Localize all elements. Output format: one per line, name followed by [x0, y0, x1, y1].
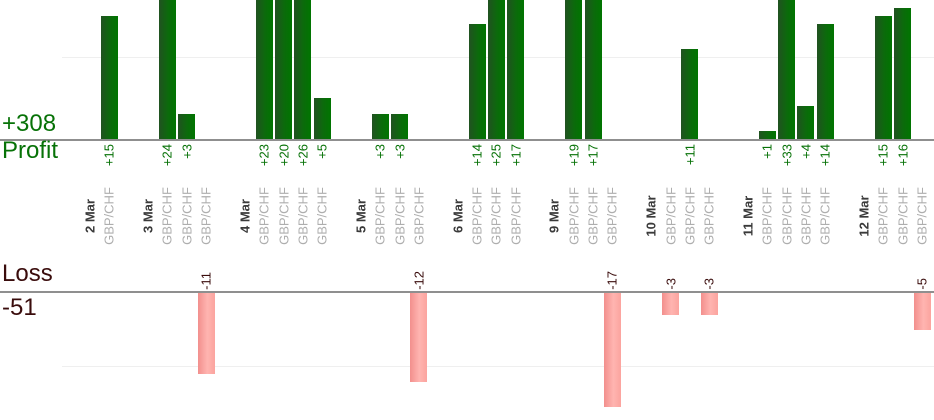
profit-bar — [778, 0, 796, 139]
symbol-label: GBP/CHF — [469, 187, 485, 245]
profit-bar — [681, 48, 699, 139]
symbol-label: GBP/CHF — [508, 187, 524, 245]
symbol-label: GBP/CHF — [179, 187, 195, 245]
profit-bar — [758, 130, 776, 139]
symbol-label: GBP/CHF — [663, 187, 678, 245]
trade-value-label: +15 — [101, 144, 117, 167]
trade-value-label: +33 — [779, 144, 795, 167]
trade-value-label: +25 — [488, 144, 504, 167]
symbol-label: GBP/CHF — [256, 187, 272, 245]
profit-bar — [894, 7, 912, 139]
symbol-label: GBP/CHF — [914, 187, 930, 245]
date-label: 5 Mar — [353, 199, 369, 233]
profit-bar — [158, 0, 176, 139]
symbol-label: GBP/CHF — [411, 187, 427, 245]
symbol-label: GBP/CHF — [798, 187, 814, 245]
date-label: 4 Mar — [237, 199, 253, 233]
symbol-label: GBP/CHF — [604, 187, 620, 245]
date-label: 11 Mar — [740, 195, 756, 237]
trade-value-label: +1 — [759, 144, 775, 159]
symbol-label: GBP/CHF — [566, 187, 582, 245]
trade-value-label: +15 — [875, 144, 891, 167]
date-label: 12 Mar — [856, 195, 872, 237]
symbol-label: GBP/CHF — [875, 187, 891, 245]
profit-bar — [816, 24, 834, 139]
trade-value-label: +20 — [276, 144, 291, 167]
symbol-label: GBP/CHF — [895, 187, 911, 245]
loss-axis-label: Loss — [2, 260, 53, 287]
symbol-label: GBP/CHF — [779, 187, 795, 245]
profit-bar — [294, 0, 312, 139]
profit-bar — [100, 16, 118, 139]
trade-value-label: -17 — [604, 271, 620, 290]
symbol-label: GBP/CHF — [101, 187, 117, 245]
symbol-label: GBP/CHF — [682, 187, 698, 245]
trade-value-label: -3 — [663, 278, 678, 290]
symbol-label: GBP/CHF — [701, 187, 717, 245]
trade-value-label: -5 — [914, 278, 930, 290]
symbol-label: GBP/CHF — [295, 187, 311, 245]
profit-axis-line — [0, 139, 934, 141]
date-label: 9 Mar — [546, 199, 562, 233]
trade-value-label: +5 — [314, 144, 330, 159]
trade-value-label: +3 — [179, 144, 195, 159]
trade-value-label: +17 — [508, 144, 524, 167]
symbol-label: GBP/CHF — [488, 187, 504, 245]
profit-bar — [797, 106, 815, 139]
profit-total: +308 — [2, 110, 57, 137]
trade-value-label: +14 — [817, 144, 833, 167]
trade-value-label: +23 — [256, 144, 272, 167]
trade-value-label: +19 — [566, 144, 582, 167]
profit-bar — [371, 114, 389, 139]
loss-bar — [197, 293, 215, 375]
trade-value-label: +11 — [682, 144, 698, 166]
symbol-label: GBP/CHF — [817, 187, 833, 245]
symbol-label: GBP/CHF — [372, 187, 388, 245]
profit-bar — [255, 0, 273, 139]
loss-bar — [913, 293, 931, 330]
loss-bar — [662, 293, 679, 316]
trade-value-label: +3 — [392, 144, 408, 159]
profit-bar — [584, 0, 602, 139]
profit-bar — [874, 16, 892, 139]
symbol-label: GBP/CHF — [314, 187, 330, 245]
trade-value-label: +16 — [895, 144, 911, 167]
loss-total: -51 — [2, 294, 37, 321]
profit-bar — [565, 0, 583, 139]
symbol-label: GBP/CHF — [585, 187, 601, 245]
profit-bar — [468, 24, 486, 139]
loss-bar — [410, 293, 428, 382]
date-label: 2 Mar — [82, 199, 98, 233]
loss-axis-line — [0, 291, 934, 293]
trade-value-label: +26 — [295, 144, 311, 167]
profit-axis-label: Profit — [2, 137, 59, 164]
trade-value-label: +3 — [372, 144, 388, 159]
symbol-label: GBP/CHF — [198, 187, 214, 245]
symbol-label: GBP/CHF — [276, 187, 291, 245]
date-label: 3 Mar — [140, 199, 156, 233]
symbol-label: GBP/CHF — [759, 187, 775, 245]
trade-value-label: +4 — [798, 144, 814, 159]
date-label: 6 Mar — [450, 199, 466, 233]
loss-bar — [603, 293, 621, 407]
trade-value-label: -12 — [411, 271, 427, 290]
loss-gridline — [62, 366, 934, 367]
symbol-label: GBP/CHF — [392, 187, 408, 245]
profit-bar — [507, 0, 525, 139]
trade-value-label: +24 — [159, 144, 175, 167]
trade-value-label: +14 — [469, 144, 485, 167]
profit-bar — [178, 114, 196, 139]
trade-value-label: -11 — [198, 272, 214, 290]
trade-value-label: -3 — [701, 278, 717, 290]
symbol-label: GBP/CHF — [159, 187, 175, 245]
profit-bar — [391, 114, 409, 139]
profit-bar — [487, 0, 505, 139]
trade-value-label: +17 — [585, 144, 601, 167]
date-label: 10 Mar — [643, 195, 659, 237]
profit-bar — [275, 0, 292, 139]
profit-bar — [313, 98, 331, 139]
loss-bar — [700, 293, 718, 316]
